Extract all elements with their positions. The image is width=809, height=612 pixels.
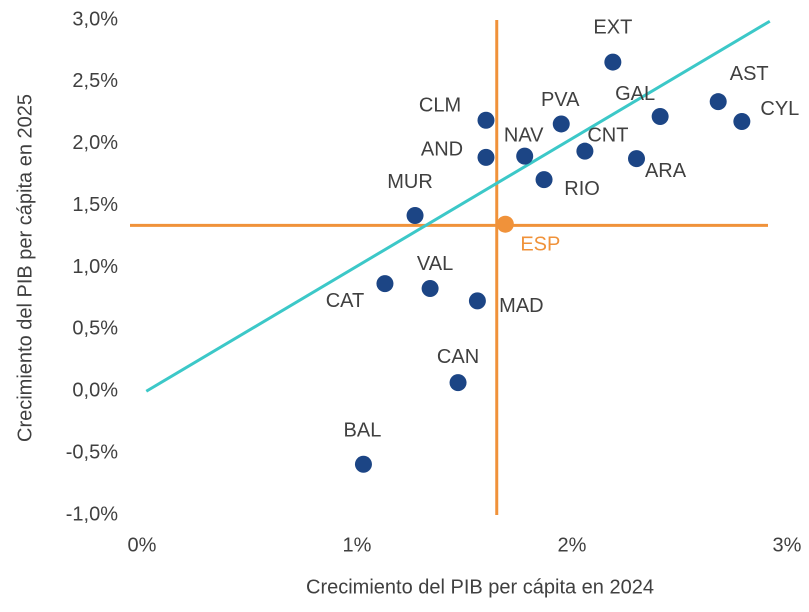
x-tick-label: 0% xyxy=(128,534,157,556)
point xyxy=(628,150,645,168)
point-label: NAV xyxy=(504,124,544,146)
point-label: VAL xyxy=(417,253,453,275)
point-label: CYL xyxy=(760,98,799,120)
point xyxy=(733,112,751,130)
y-tick-label: 1,0% xyxy=(72,256,118,278)
point-label: CNT xyxy=(587,124,628,146)
point xyxy=(535,171,553,189)
point xyxy=(477,111,495,129)
point xyxy=(376,275,394,293)
x-tick-label: 1% xyxy=(343,534,372,556)
point-label: PVA xyxy=(541,89,580,111)
point xyxy=(604,53,622,71)
y-tick-label: 2,5% xyxy=(72,70,118,92)
y-tick-label: -1,0% xyxy=(66,503,118,525)
point xyxy=(354,455,372,473)
y-tick-label: 3,0% xyxy=(72,8,118,30)
point-label: MAD xyxy=(499,295,543,317)
point xyxy=(496,215,514,233)
point xyxy=(576,142,594,160)
point-label: RIO xyxy=(564,178,600,200)
point-label: AST xyxy=(730,63,769,85)
point-label: MUR xyxy=(387,171,433,193)
y-axis-label: Crecimiento del PIB per cápita en 2025 xyxy=(14,94,36,442)
point xyxy=(516,147,534,165)
point xyxy=(449,374,467,392)
point xyxy=(709,93,727,111)
x-axis-label: Crecimiento del PIB per cápita en 2024 xyxy=(306,576,654,598)
point-label: GAL xyxy=(615,83,655,105)
point xyxy=(477,148,495,166)
y-tick-label: 2,0% xyxy=(72,132,118,154)
point-label: ESP xyxy=(520,233,560,255)
point-label: CLM xyxy=(419,95,461,117)
x-tick-label: 2% xyxy=(558,534,587,556)
trend-line xyxy=(145,19,771,393)
point xyxy=(468,292,486,310)
y-tick-label: -0,5% xyxy=(66,441,118,463)
point-label: EXT xyxy=(593,16,632,38)
point xyxy=(421,280,439,298)
point-label: CAT xyxy=(326,290,365,312)
y-tick-label: 0,5% xyxy=(72,318,118,340)
point-label: BAL xyxy=(344,420,382,442)
y-tick-label: 1,5% xyxy=(72,194,118,216)
point-label: CAN xyxy=(437,346,479,368)
point xyxy=(651,108,669,126)
point-label: AND xyxy=(421,139,463,161)
point xyxy=(406,207,424,225)
point-label: ARA xyxy=(645,160,687,182)
x-tick-label: 3% xyxy=(773,534,802,556)
point xyxy=(552,115,570,133)
y-tick-label: 0,0% xyxy=(72,380,118,402)
